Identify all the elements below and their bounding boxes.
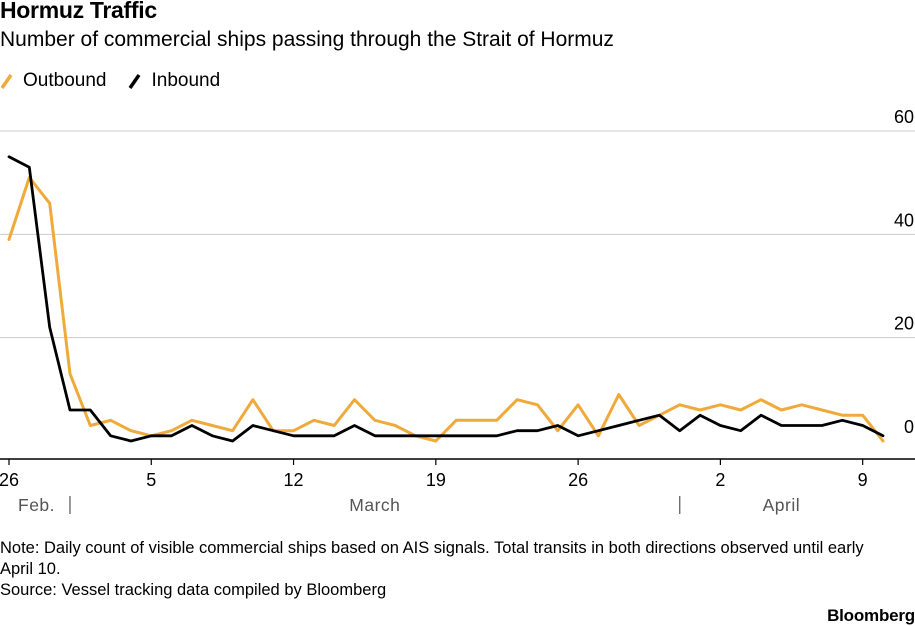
legend-label-inbound: Inbound	[151, 70, 221, 91]
chart-notes: Note: Daily count of visible commercial …	[0, 538, 900, 601]
y-tick-label-60: 60	[894, 107, 914, 127]
chart-title: Hormuz Traffic	[0, 0, 157, 23]
month-label-april: April	[763, 495, 801, 515]
legend-label-outbound: Outbound	[23, 70, 107, 91]
x-axis: 26 5 12 19 26 2 9 Feb. March April	[0, 458, 915, 515]
y-tick-label-40: 40	[894, 210, 914, 230]
y-tick-label-0: 0	[904, 417, 914, 437]
y-axis-tick-labels: 0 20 40 60	[894, 107, 914, 437]
chart-note: Note: Daily count of visible commercial …	[0, 539, 864, 578]
series-lines	[7, 155, 885, 443]
legend-item-outbound: Outbound	[0, 70, 106, 92]
series-line-outbound	[7, 176, 885, 443]
month-label-march: March	[349, 495, 400, 515]
series-line-inbound	[7, 155, 885, 443]
x-tick-label-2026-03-26: 26	[568, 470, 588, 490]
legend-swatch-outbound-icon	[0, 74, 13, 89]
y-tick-label-20: 20	[894, 314, 914, 334]
chart-subtitle: Number of commercial ships passing throu…	[0, 28, 614, 51]
legend: Outbound Inbound	[0, 70, 242, 92]
x-tick-label-2026-04-09: 9	[858, 470, 868, 490]
month-label-feb: Feb.	[18, 495, 55, 515]
chart-source: Source: Vessel tracking data compiled by…	[0, 581, 387, 599]
gridlines	[0, 130, 915, 339]
x-tick-label-2026-03-05: 5	[146, 470, 156, 490]
x-tick-label-2026-03-12: 12	[284, 470, 304, 490]
x-tick-label-2026-03-19: 19	[426, 470, 446, 490]
legend-swatch-inbound-icon	[129, 74, 141, 89]
line-chart: 0 20 40 60 26 5 12 19 26 2 9 Feb. March April	[0, 107, 915, 515]
x-tick-label-2026-04-02: 2	[715, 470, 725, 490]
legend-item-inbound: Inbound	[128, 70, 220, 92]
x-tick-label-2026-02-26: 26	[0, 470, 19, 490]
bloomberg-logo: Bloomberg	[827, 606, 915, 625]
